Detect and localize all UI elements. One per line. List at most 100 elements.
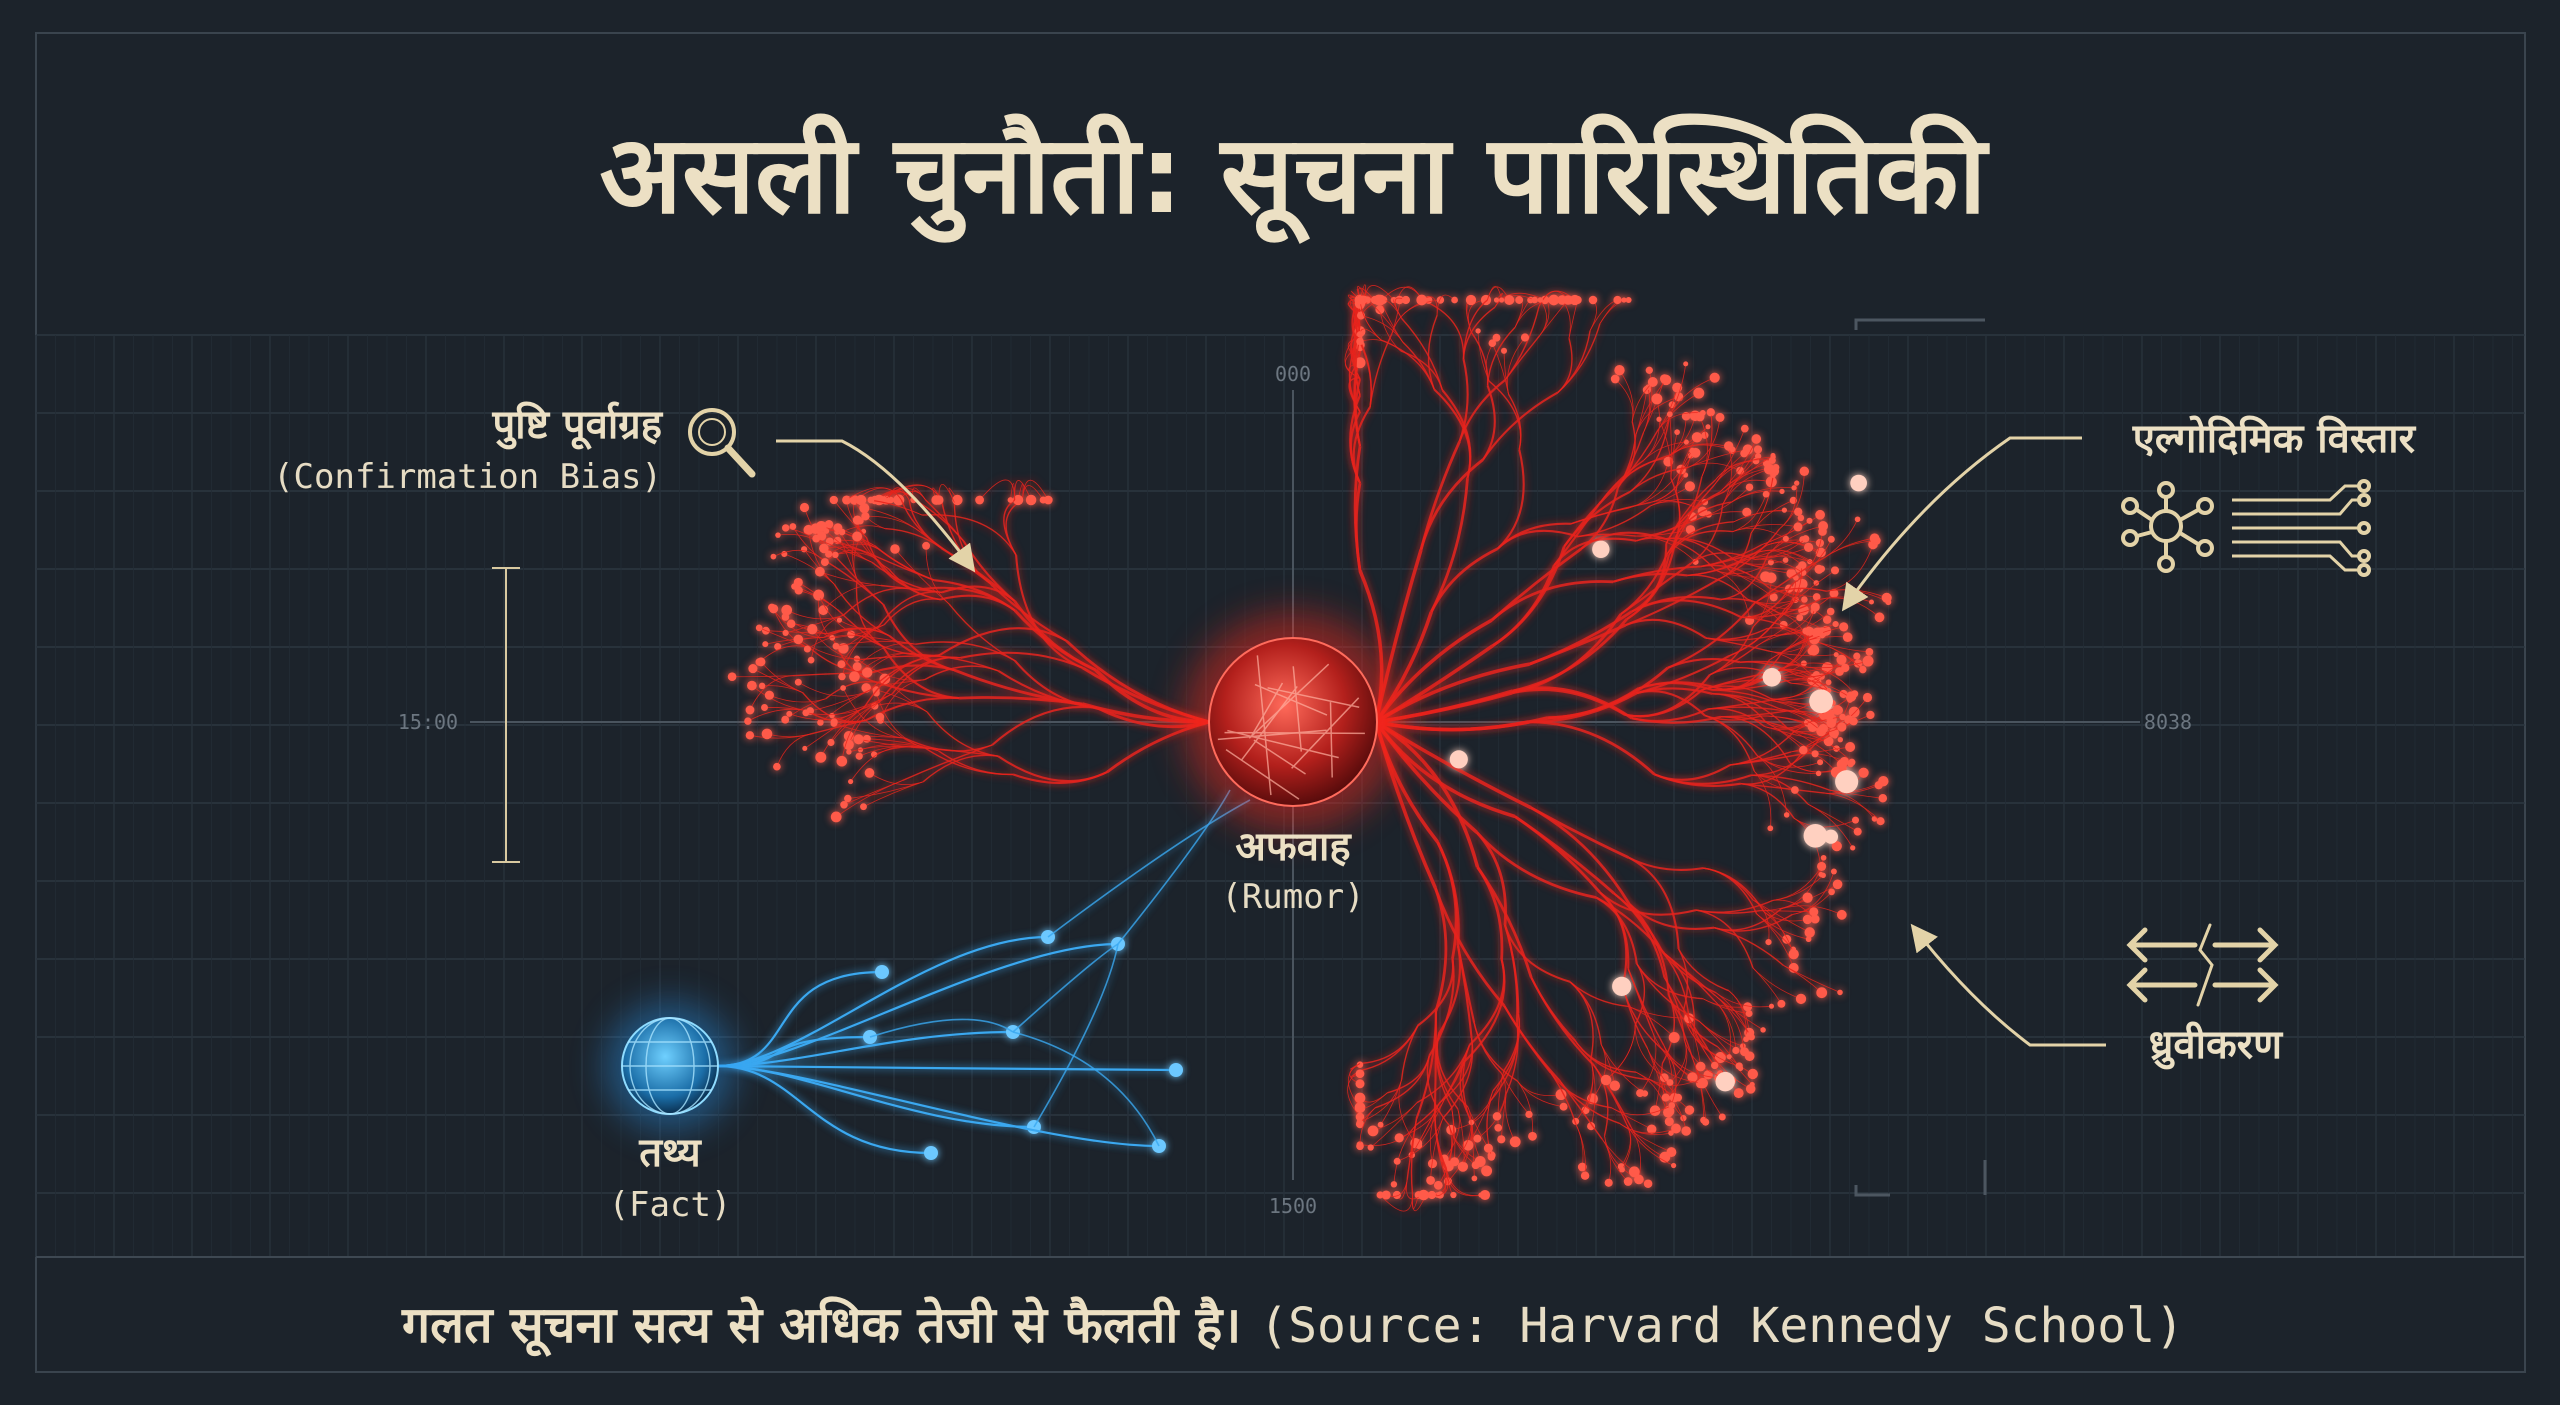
branch	[1666, 478, 1681, 555]
branch	[878, 681, 960, 700]
node	[1487, 1153, 1495, 1161]
branch	[1785, 565, 1803, 609]
branch	[1614, 378, 1634, 422]
branch	[1741, 583, 1793, 618]
node	[1874, 612, 1885, 623]
branch	[1780, 630, 1807, 669]
branch	[1367, 299, 1404, 343]
branch	[1635, 529, 1691, 537]
branch	[1664, 537, 1737, 562]
branch	[1753, 770, 1772, 829]
node	[1666, 411, 1673, 418]
branch	[1716, 992, 1772, 1008]
branch	[1708, 706, 1786, 712]
branch	[848, 693, 893, 745]
node	[1837, 989, 1843, 996]
node	[1367, 1144, 1374, 1151]
node	[1830, 566, 1840, 575]
node	[1569, 294, 1581, 306]
node	[1375, 294, 1386, 306]
branch	[1611, 1105, 1672, 1116]
branch	[1613, 892, 1665, 954]
node	[1804, 927, 1815, 938]
node	[1851, 816, 1860, 824]
node	[1854, 516, 1861, 523]
node	[1416, 294, 1428, 306]
branch	[1692, 1059, 1723, 1118]
branch	[1406, 1118, 1418, 1179]
node	[1797, 514, 1805, 522]
fact-link	[1033, 943, 1119, 1128]
node	[1475, 328, 1481, 334]
branch	[1496, 449, 1525, 550]
node	[1390, 1181, 1398, 1188]
node	[847, 630, 856, 639]
callout-arrow	[1910, 923, 2106, 1047]
node	[1782, 535, 1789, 542]
node	[1783, 812, 1790, 818]
branch	[938, 483, 955, 503]
branch	[1766, 541, 1822, 553]
branch	[1600, 454, 1670, 503]
node	[1392, 1190, 1401, 1200]
node	[1751, 434, 1762, 444]
branch	[1783, 965, 1841, 993]
node	[1715, 412, 1725, 422]
branch	[843, 780, 903, 806]
branch	[1754, 547, 1809, 560]
node	[1817, 861, 1827, 871]
branch	[818, 594, 865, 638]
branch	[1634, 963, 1646, 1026]
node	[1525, 1110, 1533, 1119]
node	[1355, 1102, 1365, 1113]
branch	[1732, 527, 1787, 540]
node	[830, 811, 842, 823]
node	[856, 494, 867, 506]
node	[781, 550, 788, 558]
node	[1819, 632, 1826, 639]
node	[781, 715, 790, 724]
node	[1735, 1062, 1743, 1070]
branch	[1436, 1033, 1459, 1110]
node	[819, 543, 829, 554]
node	[1745, 483, 1754, 491]
branch	[1364, 285, 1395, 301]
node	[1798, 561, 1805, 569]
node	[773, 762, 781, 771]
fact-node	[1169, 1063, 1183, 1077]
node	[786, 710, 793, 717]
branch	[1458, 379, 1506, 442]
branch	[1507, 393, 1522, 450]
node	[1427, 1190, 1436, 1200]
branch	[1701, 486, 1750, 519]
node	[1481, 1165, 1493, 1177]
branch	[1635, 396, 1679, 435]
node	[844, 794, 852, 803]
node	[1577, 1162, 1587, 1172]
node	[1777, 999, 1786, 1008]
branch	[1704, 714, 1762, 721]
node	[1381, 1190, 1391, 1200]
algorithmic-label: एल्गोदिमिक विस्तार	[2132, 415, 2417, 462]
branch	[1669, 414, 1672, 479]
node	[1600, 1074, 1612, 1086]
node	[1802, 535, 1810, 543]
node	[1742, 507, 1752, 517]
node	[1376, 1191, 1384, 1199]
node	[802, 745, 808, 751]
branch	[1663, 1045, 1720, 1079]
branch	[922, 514, 1017, 556]
branch	[1728, 990, 1747, 1040]
node	[1826, 718, 1837, 728]
branch	[1807, 666, 1856, 695]
node	[1743, 1002, 1753, 1012]
branch	[1663, 977, 1686, 1041]
branch	[1790, 682, 1844, 695]
node	[1794, 507, 1803, 516]
node	[1814, 564, 1824, 574]
branch	[1426, 1055, 1450, 1126]
node	[1862, 655, 1874, 667]
node	[820, 558, 829, 567]
branch	[1570, 507, 1630, 525]
